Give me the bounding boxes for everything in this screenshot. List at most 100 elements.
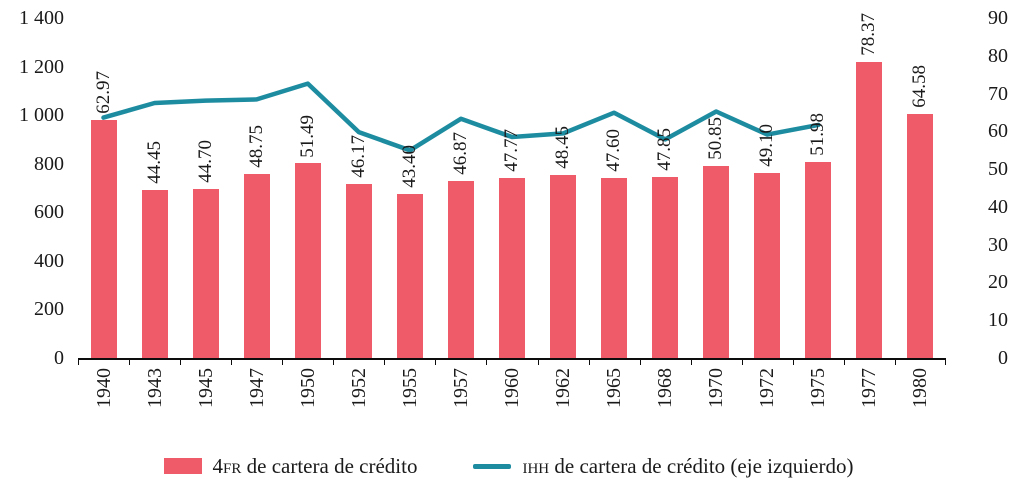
x-axis-label-1947: 1947 bbox=[245, 368, 268, 408]
plot-area: 1940 1943 1945 1947 1950 1952 1955 1957 1960 1962… bbox=[78, 13, 946, 408]
left-axis-tick-label: 200 bbox=[34, 298, 64, 321]
bar-value-label-1975: 51.98 bbox=[807, 112, 829, 156]
bar-value-label-1940: 62.97 bbox=[92, 71, 114, 115]
bar-1960 bbox=[499, 177, 525, 358]
legend-label-bar-series: 4FR de cartera de crédito bbox=[213, 454, 418, 478]
x-axis-label-1980: 1980 bbox=[909, 368, 932, 408]
left-axis-tick-label: 400 bbox=[34, 249, 64, 272]
x-axis-label-1970: 1970 bbox=[705, 368, 728, 408]
bar-1970 bbox=[703, 165, 730, 358]
bar-1952 bbox=[345, 183, 372, 358]
bar-value-label-1952: 46.17 bbox=[347, 134, 369, 178]
x-axis-tick bbox=[895, 358, 896, 365]
right-axis-tick-label: 90 bbox=[988, 7, 1008, 29]
x-axis-label-1977: 1977 bbox=[858, 368, 881, 408]
bar-1980 bbox=[907, 114, 934, 358]
x-axis-label-1955: 1955 bbox=[398, 368, 421, 408]
bar-value-label-1968: 47.85 bbox=[654, 128, 676, 172]
bar-value-label-1960: 47.77 bbox=[501, 128, 522, 172]
bar-value-label-1972: 49.10 bbox=[756, 123, 778, 167]
x-axis-label-1950: 1950 bbox=[296, 368, 319, 408]
x-axis-label-1972: 1972 bbox=[756, 368, 779, 408]
legend-key-4fr: 4FR bbox=[212, 454, 242, 478]
left-axis-tick-label: 1 200 bbox=[19, 55, 64, 78]
x-axis-label-1940: 1940 bbox=[92, 368, 115, 408]
x-axis-label-1960: 1960 bbox=[501, 368, 523, 408]
left-axis-tick-label: 600 bbox=[34, 201, 64, 224]
x-axis-tick bbox=[589, 358, 590, 365]
x-axis-label-1962: 1962 bbox=[552, 368, 575, 408]
x-axis-tick bbox=[945, 358, 946, 365]
bar-1955 bbox=[396, 194, 423, 358]
chart-legend: 4FR de cartera de crédito IHH de cartera… bbox=[0, 448, 1017, 484]
x-axis-label-1943: 1943 bbox=[143, 368, 166, 408]
legend-item-bar-series: 4FR de cartera de crédito bbox=[163, 454, 418, 478]
bar-1947 bbox=[243, 173, 270, 358]
x-axis-tick bbox=[384, 358, 385, 365]
bar-value-label-1943: 44.45 bbox=[143, 141, 165, 185]
x-axis-label-1952: 1952 bbox=[347, 368, 370, 408]
bar-1977 bbox=[856, 61, 883, 358]
x-axis-tick bbox=[793, 358, 794, 365]
x-axis-tick bbox=[180, 358, 181, 365]
left-axis-tick-label: 1 400 bbox=[19, 7, 64, 29]
bar-1943 bbox=[141, 190, 168, 358]
right-axis-tick-label: 30 bbox=[988, 233, 1008, 256]
left-axis-tick-label: 1 000 bbox=[19, 104, 64, 127]
bar-value-label-1957: 46.87 bbox=[449, 132, 471, 175]
x-axis-tick bbox=[538, 358, 539, 365]
bar-1950 bbox=[294, 163, 321, 358]
left-axis-tick-label: 800 bbox=[34, 152, 64, 175]
bar-value-label-1950: 51.49 bbox=[296, 114, 318, 158]
legend-rest-line-series: de cartera de crédito (eje izquierdo) bbox=[549, 454, 854, 478]
right-axis-tick-label: 50 bbox=[988, 158, 1008, 181]
x-axis-tick bbox=[691, 358, 692, 365]
x-axis-tick bbox=[282, 358, 283, 365]
right-axis-tick-label: 60 bbox=[988, 120, 1008, 143]
legend-rest-bar-series: de cartera de crédito bbox=[241, 454, 418, 478]
right-axis-tick-label: 40 bbox=[988, 195, 1008, 218]
bar-value-label-1945: 44.70 bbox=[194, 140, 216, 184]
x-axis-tick bbox=[742, 358, 743, 365]
x-axis-label-1975: 1975 bbox=[807, 368, 830, 408]
bar-1968 bbox=[652, 177, 679, 358]
legend-item-line-series: IHH de cartera de crédito (eje izquierdo… bbox=[473, 454, 853, 478]
bar-1975 bbox=[805, 161, 832, 358]
x-axis-tick bbox=[486, 358, 487, 365]
bar-1965 bbox=[601, 178, 628, 358]
left-axis-tick-label: 0 bbox=[54, 347, 64, 369]
bar-1945 bbox=[192, 189, 219, 358]
bar-value-label-1980: 64.58 bbox=[909, 65, 931, 109]
right-axis-tick-label: 20 bbox=[988, 271, 1008, 294]
x-axis-tick bbox=[844, 358, 845, 365]
bar-value-label-1947: 48.75 bbox=[245, 125, 267, 168]
x-axis-label-1968: 1968 bbox=[654, 368, 677, 408]
x-axis-tick bbox=[333, 358, 334, 365]
legend-label-line-series: IHH de cartera de crédito (eje izquierdo… bbox=[522, 454, 853, 478]
right-axis-tick-label: 10 bbox=[988, 309, 1008, 332]
right-axis-tick-label: 80 bbox=[988, 44, 1008, 67]
x-axis-label-1945: 1945 bbox=[194, 368, 217, 408]
bar-value-label-1970: 50.85 bbox=[705, 117, 727, 160]
legend-key-ihh: IHH bbox=[522, 454, 550, 478]
right-axis-tick-label: 70 bbox=[988, 82, 1008, 105]
bar-1972 bbox=[754, 172, 781, 358]
bar-1962 bbox=[550, 174, 577, 358]
right-axis-tick-label: 0 bbox=[998, 347, 1008, 369]
x-axis-label-1957: 1957 bbox=[449, 368, 472, 408]
x-axis-tick bbox=[78, 358, 79, 365]
x-axis-tick bbox=[231, 358, 232, 365]
x-axis-tick bbox=[640, 358, 641, 365]
bar-series-swatch bbox=[163, 458, 202, 474]
line-series-swatch bbox=[473, 463, 512, 469]
bar-1940 bbox=[90, 120, 117, 358]
x-axis-label-1965: 1965 bbox=[603, 368, 626, 408]
bar-value-label-1955: 43.40 bbox=[398, 145, 420, 189]
bar-value-label-1962: 48.45 bbox=[552, 126, 574, 169]
bar-value-label-1977: 78.37 bbox=[858, 13, 880, 56]
bar-value-label-1965: 47.60 bbox=[603, 129, 625, 173]
x-axis-tick bbox=[435, 358, 436, 365]
bar-1957 bbox=[447, 180, 474, 358]
x-axis-tick bbox=[129, 358, 130, 365]
